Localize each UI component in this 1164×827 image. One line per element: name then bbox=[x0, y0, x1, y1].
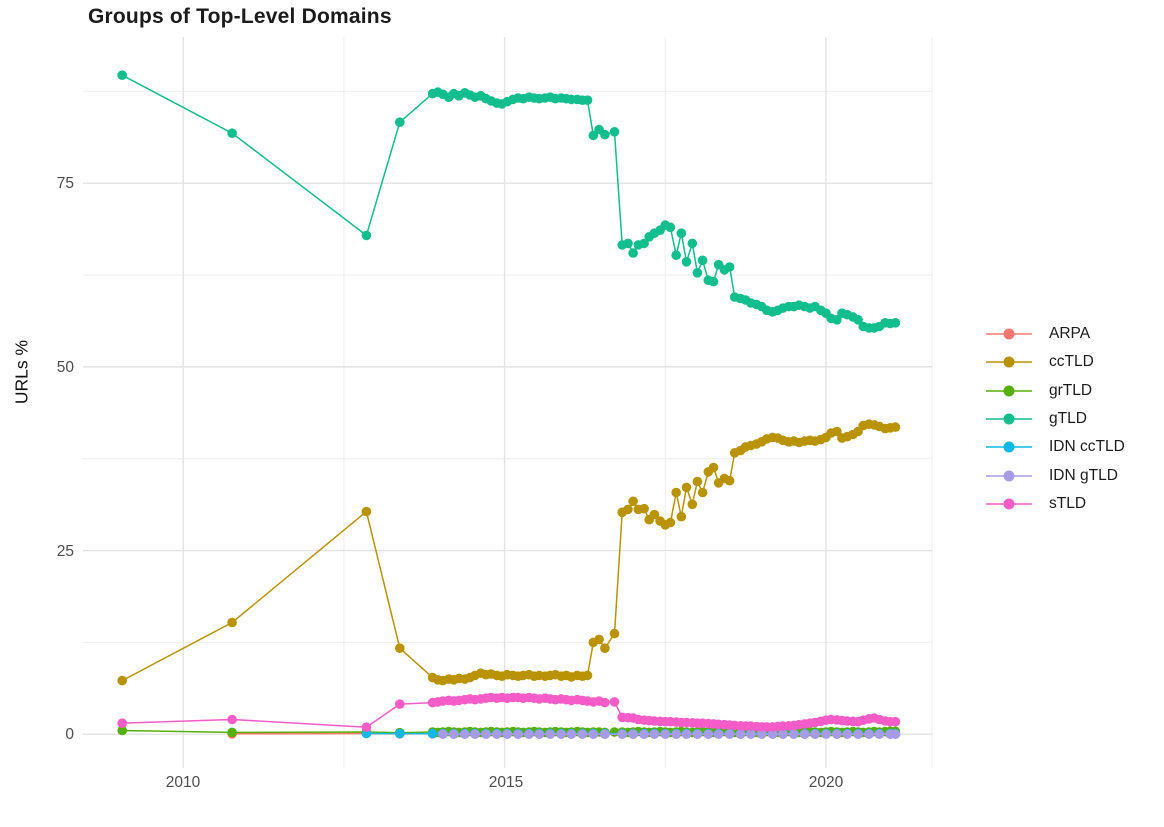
y-tick-75: 75 bbox=[56, 175, 74, 192]
legend-key-icon bbox=[986, 441, 1032, 454]
x-tick-2010: 2010 bbox=[165, 774, 201, 791]
legend-key-icon bbox=[986, 328, 1032, 341]
legend-key-dot-icon bbox=[1003, 441, 1015, 453]
legend-key-dot-icon bbox=[1003, 413, 1015, 425]
legend: ARPA ccTLD grTLD gTLD bbox=[986, 320, 1125, 518]
series-idn-gtld bbox=[438, 729, 901, 739]
legend-key-icon bbox=[986, 384, 1032, 397]
series-gtld bbox=[117, 70, 901, 333]
legend-label: sTLD bbox=[1049, 494, 1087, 512]
legend-label: grTLD bbox=[1049, 381, 1093, 399]
y-tick-25: 25 bbox=[56, 543, 74, 560]
legend-key-icon bbox=[986, 413, 1032, 426]
legend-label: IDN gTLD bbox=[1049, 466, 1118, 484]
x-tick-2015: 2015 bbox=[488, 774, 524, 791]
gridlines-major bbox=[83, 37, 932, 768]
legend-label: ccTLD bbox=[1049, 353, 1094, 371]
legend-item-grtld: grTLD bbox=[986, 377, 1125, 405]
chart-title: Groups of Top-Level Domains bbox=[88, 5, 392, 28]
gridlines-minor bbox=[83, 37, 933, 768]
x-tick-2020: 2020 bbox=[808, 774, 844, 791]
legend-item-idn-cctld: IDN ccTLD bbox=[986, 433, 1125, 461]
legend-key-icon bbox=[986, 469, 1032, 482]
legend-label: IDN ccTLD bbox=[1049, 438, 1125, 456]
legend-item-cctld: ccTLD bbox=[986, 348, 1125, 376]
legend-item-gtld: gTLD bbox=[986, 405, 1125, 433]
legend-key-dot-icon bbox=[1003, 385, 1015, 397]
series-cctld bbox=[117, 419, 901, 686]
series-stld bbox=[117, 692, 901, 732]
y-tick-0: 0 bbox=[65, 726, 74, 743]
legend-label: gTLD bbox=[1049, 410, 1087, 428]
legend-item-idn-gtld: IDN gTLD bbox=[986, 461, 1125, 489]
legend-item-arpa: ARPA bbox=[986, 320, 1125, 348]
y-tick-50: 50 bbox=[56, 359, 74, 376]
legend-key-icon bbox=[986, 497, 1032, 510]
legend-label: ARPA bbox=[1049, 325, 1091, 343]
legend-item-stld: sTLD bbox=[986, 490, 1125, 518]
legend-key-icon bbox=[986, 356, 1032, 369]
legend-key-dot-icon bbox=[1003, 328, 1015, 340]
legend-key-dot-icon bbox=[1003, 356, 1015, 368]
legend-key-dot-icon bbox=[1003, 470, 1015, 482]
legend-key-dot-icon bbox=[1003, 498, 1015, 510]
